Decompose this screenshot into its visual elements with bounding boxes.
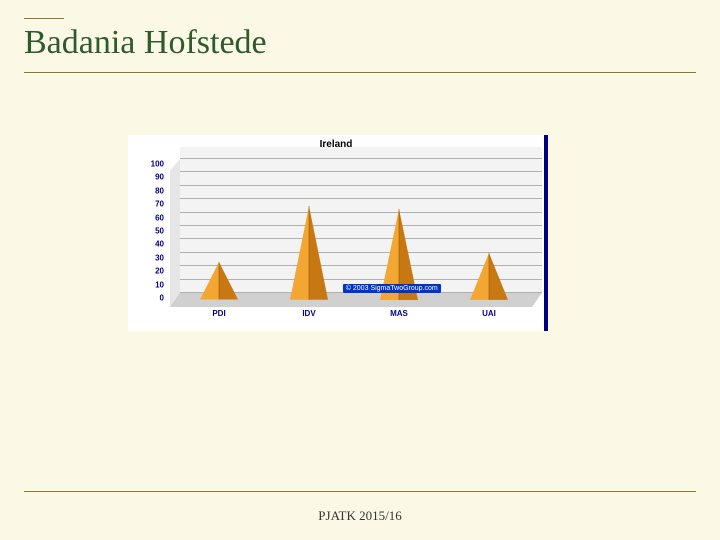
- x-tick-label: PDI: [212, 309, 225, 318]
- chart-plot-area: 0102030405060708090100PDIIDVMASUAI© 2003…: [170, 159, 532, 307]
- gridline: [180, 171, 542, 172]
- x-tick-label: MAS: [390, 309, 408, 318]
- gridline: [180, 185, 542, 186]
- y-tick-label: 40: [155, 240, 164, 249]
- gridline: [180, 212, 542, 213]
- gridline: [180, 198, 542, 199]
- slide: Badania Hofstede Ireland 010203040506070…: [0, 0, 720, 540]
- gridline: [180, 238, 542, 239]
- y-tick-label: 50: [155, 227, 164, 236]
- y-tick-label: 70: [155, 200, 164, 209]
- pyramid-bar: [200, 262, 238, 300]
- y-tick-label: 100: [151, 160, 164, 169]
- hofstede-chart: Ireland 0102030405060708090100PDIIDVMASU…: [128, 135, 548, 331]
- slide-title: Badania Hofstede: [24, 24, 267, 62]
- pyramid-bar: [470, 253, 508, 300]
- y-tick-label: 20: [155, 267, 164, 276]
- x-tick-label: UAI: [482, 309, 496, 318]
- gridline: [180, 158, 542, 159]
- title-rule-accent: [24, 18, 64, 19]
- pyramid-bar: [290, 206, 328, 300]
- title-underline: [24, 72, 696, 73]
- y-tick-label: 30: [155, 253, 164, 262]
- gridline: [180, 225, 542, 226]
- y-tick-label: 90: [155, 173, 164, 182]
- y-tick-label: 0: [160, 294, 164, 303]
- chart-sidewall: [170, 159, 180, 307]
- chart-watermark: © 2003 SigmaTwoGroup.com: [343, 284, 441, 293]
- x-tick-label: IDV: [302, 309, 315, 318]
- y-tick-label: 80: [155, 186, 164, 195]
- footer-rule: [24, 491, 696, 492]
- y-tick-label: 60: [155, 213, 164, 222]
- y-tick-label: 10: [155, 280, 164, 289]
- footer-text: PJATK 2015/16: [0, 508, 720, 524]
